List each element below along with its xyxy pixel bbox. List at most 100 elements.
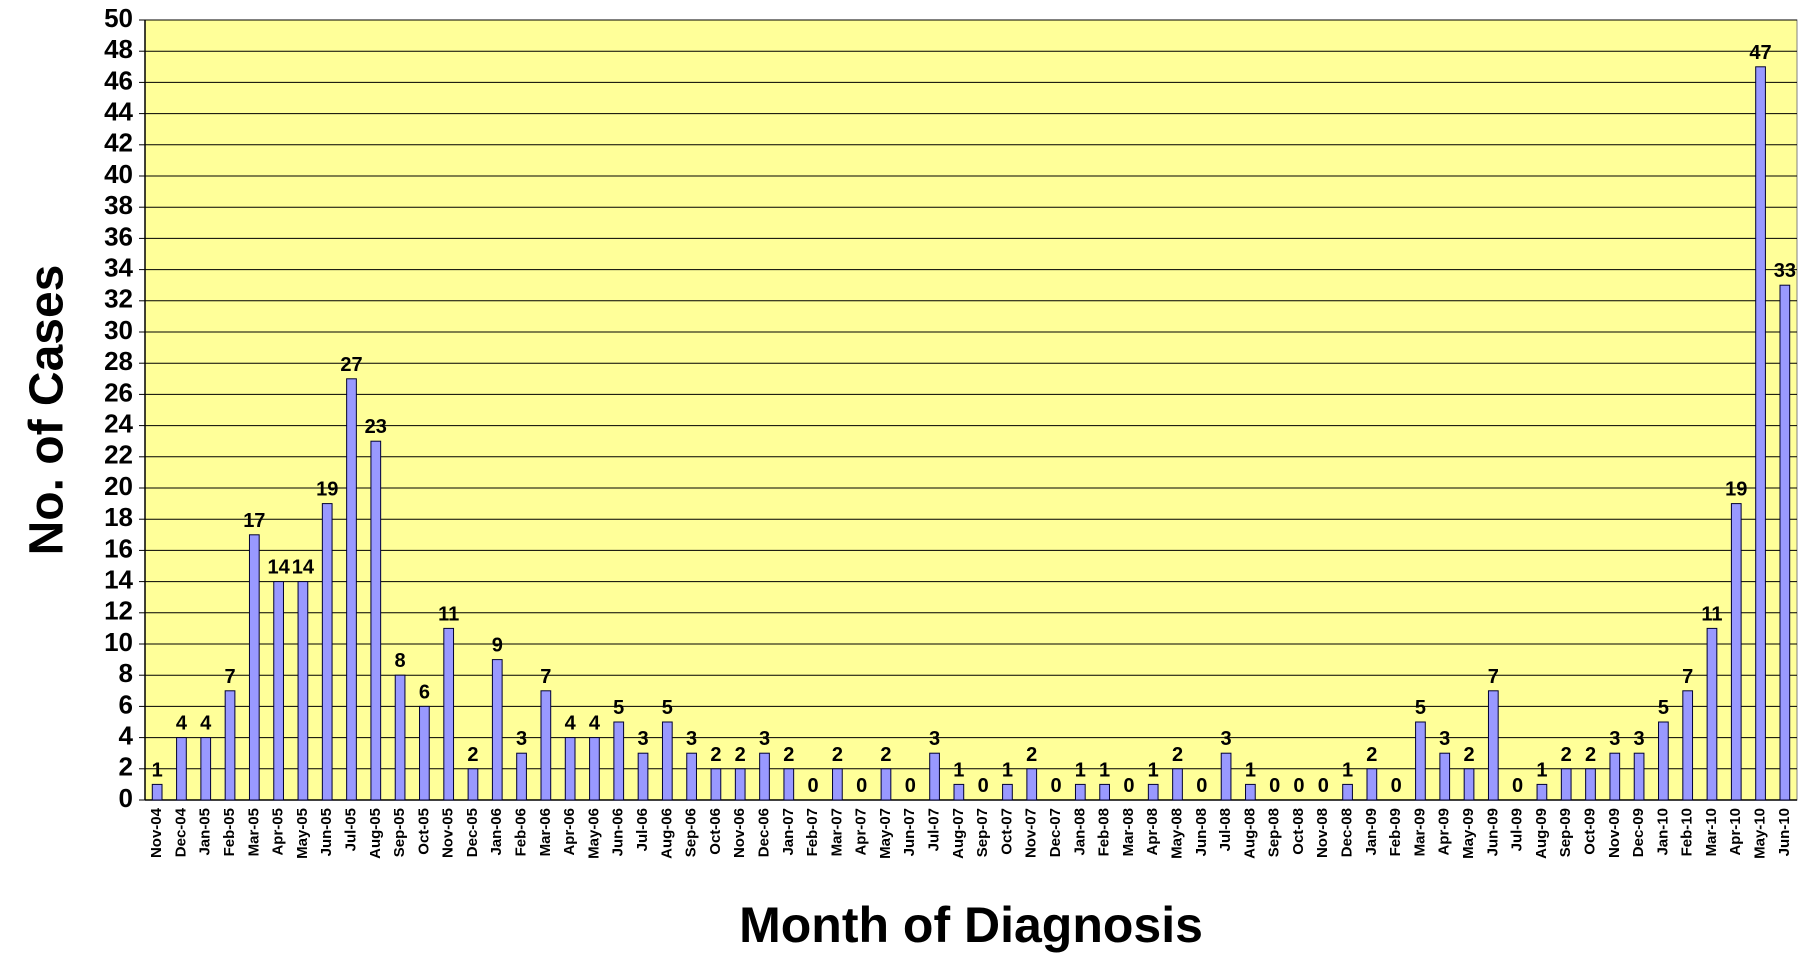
data-label: 0 xyxy=(808,775,819,797)
x-tick-label: Feb-07 xyxy=(804,808,821,856)
x-tick-label: Jan-07 xyxy=(780,808,797,856)
bar xyxy=(176,737,187,801)
x-tick-label: Dec-07 xyxy=(1047,808,1064,857)
bar xyxy=(1099,783,1110,801)
bar xyxy=(734,768,746,801)
x-tick-label: Jan-09 xyxy=(1363,808,1380,856)
x-tick-label: Aug-06 xyxy=(658,808,675,859)
bar xyxy=(710,768,722,801)
y-tick-label: 44 xyxy=(104,96,133,126)
bar xyxy=(297,581,309,801)
bar xyxy=(1147,783,1159,801)
bar xyxy=(491,659,503,801)
x-tick-label: Oct-05 xyxy=(415,808,432,855)
x-tick-label: Aug-07 xyxy=(950,808,967,859)
bar xyxy=(929,752,940,801)
x-tick-label: Nov-04 xyxy=(148,807,165,858)
x-tick-label: Mar-09 xyxy=(1411,808,1428,856)
bar xyxy=(419,705,430,801)
y-tick-label: 22 xyxy=(104,440,133,470)
bar xyxy=(273,581,284,801)
x-tick-label: Jan-06 xyxy=(488,808,505,856)
x-tick-label: Jan-10 xyxy=(1654,808,1671,856)
data-label: 7 xyxy=(1488,666,1499,688)
y-tick-label: 8 xyxy=(119,658,133,688)
data-label: 3 xyxy=(516,728,527,750)
x-tick-label: Apr-05 xyxy=(270,808,287,856)
x-tick-label: Dec-09 xyxy=(1630,808,1647,857)
x-tick-label: Jun-10 xyxy=(1776,808,1793,856)
y-tick-label: 34 xyxy=(104,252,133,282)
bar xyxy=(1366,768,1378,801)
data-label: 3 xyxy=(686,728,697,750)
x-tick-label: Sep-05 xyxy=(391,808,408,857)
data-label: 4 xyxy=(176,713,188,735)
bar xyxy=(1220,752,1232,801)
bar xyxy=(1342,783,1353,801)
y-tick-label: 12 xyxy=(104,596,133,626)
bar xyxy=(1026,768,1038,801)
y-tick-label: 30 xyxy=(104,315,133,345)
x-tick-label: Mar-07 xyxy=(828,808,845,856)
y-tick-label: 20 xyxy=(104,471,133,501)
y-tick-label: 32 xyxy=(104,284,133,314)
bar xyxy=(1730,503,1742,801)
bar xyxy=(880,768,892,801)
x-tick-label: Oct-08 xyxy=(1290,808,1307,855)
bar xyxy=(151,783,163,801)
data-label: 3 xyxy=(1609,728,1620,750)
y-axis-label: No. of Cases xyxy=(21,265,74,556)
bar xyxy=(783,768,795,801)
data-label: 5 xyxy=(613,697,624,719)
data-label: 3 xyxy=(759,728,770,750)
bar xyxy=(224,690,236,801)
x-tick-label: Jul-05 xyxy=(342,808,359,851)
bar xyxy=(1706,627,1718,801)
bar xyxy=(467,768,479,801)
bar xyxy=(1609,752,1621,801)
data-label: 2 xyxy=(1172,744,1183,766)
bar xyxy=(443,627,455,801)
bar xyxy=(516,752,527,801)
x-tick-label: Feb-08 xyxy=(1096,808,1113,856)
bar xyxy=(200,737,212,801)
x-tick-label: Sep-09 xyxy=(1557,808,1574,857)
x-tick-label: Jan-05 xyxy=(197,808,214,856)
data-label: 2 xyxy=(735,744,746,766)
x-tick-label: Nov-06 xyxy=(731,808,748,858)
bar xyxy=(1560,768,1572,801)
data-label: 7 xyxy=(1682,666,1693,688)
x-tick-label: May-07 xyxy=(877,808,894,859)
data-label: 19 xyxy=(316,479,338,501)
x-tick-label: May-08 xyxy=(1168,808,1185,859)
y-tick-label: 26 xyxy=(104,377,133,407)
x-tick-label: May-09 xyxy=(1460,808,1477,859)
bar xyxy=(589,737,600,801)
bar xyxy=(1172,768,1183,801)
bar xyxy=(1415,721,1426,801)
x-tick-label: May-06 xyxy=(585,808,602,859)
bar xyxy=(953,783,965,801)
data-label: 6 xyxy=(419,681,430,703)
x-tick-label: Oct-09 xyxy=(1581,808,1598,855)
y-tick-label: 2 xyxy=(119,752,133,782)
x-tick-label: Jun-05 xyxy=(318,808,335,856)
data-label: 0 xyxy=(1196,775,1207,797)
x-tick-label: May-10 xyxy=(1752,808,1769,859)
x-tick-label: Feb-05 xyxy=(221,808,238,856)
data-label: 14 xyxy=(267,557,290,579)
y-tick-label: 16 xyxy=(104,533,133,563)
x-tick-label: Nov-07 xyxy=(1023,808,1040,858)
bar xyxy=(1487,690,1499,801)
data-label: 1 xyxy=(152,759,163,781)
y-tick-label: 28 xyxy=(104,346,133,376)
data-label: 4 xyxy=(565,713,577,735)
x-tick-label: Jul-07 xyxy=(926,808,943,851)
y-tick-label: 50 xyxy=(104,3,133,33)
data-label: 4 xyxy=(200,713,212,735)
x-tick-label: Jul-06 xyxy=(634,808,651,851)
data-label: 0 xyxy=(1269,775,1280,797)
x-tick-label: Jul-09 xyxy=(1509,808,1526,851)
x-tick-label: Jun-08 xyxy=(1193,808,1210,856)
